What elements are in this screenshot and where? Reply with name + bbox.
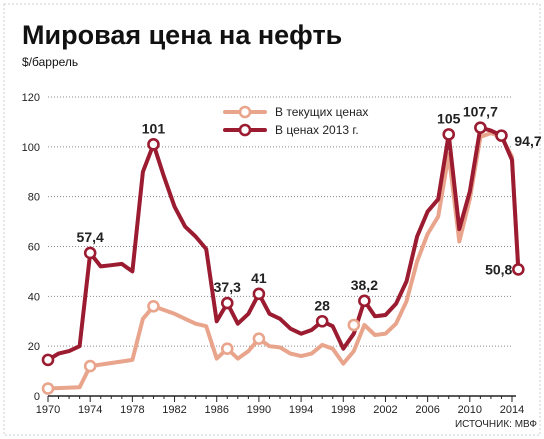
y-tick-label: 60	[28, 242, 40, 254]
marker-current-prices	[41, 382, 55, 395]
y-tick-label: 20	[28, 341, 40, 353]
data-label: 38,2	[351, 277, 378, 293]
axis-layer: 0 20 40 60 80 100 120 1970 1974 1978 1982 1986 1990 1…	[22, 92, 525, 416]
marker-2013-prices	[442, 128, 456, 141]
x-tick-label: 2002	[373, 404, 397, 416]
marker-2013-prices	[41, 353, 55, 367]
chart-title: Мировая цена на нефть	[22, 20, 342, 50]
marker-2013-prices	[83, 246, 97, 260]
x-tick-label: 2014	[500, 404, 524, 416]
x-tick-label: 1986	[204, 404, 228, 416]
x-tick-label: 1970	[36, 404, 60, 416]
x-tick-label: 1990	[247, 404, 271, 416]
x-tick-label: 2010	[458, 404, 482, 416]
legend-swatch-marker	[238, 123, 252, 137]
source-note: ИСТОЧНИК: МВФ	[455, 419, 537, 430]
marker-2013-prices	[315, 314, 329, 328]
y-tick-label: 0	[34, 391, 40, 403]
x-tick-label: 1978	[120, 404, 144, 416]
marker-2013-prices	[147, 138, 160, 151]
x-tick-label: 1982	[162, 404, 186, 416]
annotation-layer: 57,4 101 37,3 41 28 38,2 105 107,7 94,7 50,8	[77, 104, 542, 314]
y-tick-label: 100	[22, 142, 40, 154]
chart-subtitle: $/баррель	[22, 55, 78, 69]
legend-swatch-marker	[238, 105, 252, 119]
legend-label: В текущих ценах	[275, 105, 368, 119]
y-tick-label: 80	[28, 192, 40, 204]
series-line-2013-prices	[46, 125, 521, 362]
marker-current-prices	[220, 342, 234, 355]
x-tick-label: 1974	[78, 404, 102, 416]
x-tick-label: 1998	[331, 404, 355, 416]
marker-current-prices	[83, 359, 97, 373]
marker-2013-prices	[495, 129, 508, 142]
data-label: 37,3	[214, 279, 241, 295]
data-label: 41	[251, 270, 267, 286]
marker-2013-prices	[512, 263, 525, 276]
legend: В текущих ценах В ценах 2013 г.	[223, 105, 368, 137]
y-tick-label: 120	[22, 92, 40, 104]
marker-current-prices	[147, 299, 160, 313]
x-tick-label: 1994	[289, 404, 313, 416]
y-tick-label: 40	[28, 291, 40, 303]
marker-2013-prices	[252, 287, 266, 301]
data-label: 57,4	[77, 229, 104, 245]
marker-2013-prices	[358, 294, 371, 308]
data-label: 28	[314, 297, 330, 313]
data-label: 94,7	[514, 133, 541, 149]
marker-2013-prices	[220, 296, 234, 310]
marker-current-prices	[347, 318, 361, 332]
data-label: 101	[142, 120, 166, 136]
data-label: 105	[437, 110, 461, 126]
legend-label: В ценах 2013 г.	[275, 123, 359, 137]
data-label: 107,7	[463, 104, 498, 120]
x-tick-label: 2006	[415, 404, 439, 416]
data-label: 50,8	[485, 261, 512, 277]
marker-current-prices	[252, 332, 266, 345]
marker-2013-prices	[474, 121, 487, 134]
marker-layer	[41, 121, 525, 395]
series-layer	[46, 125, 521, 391]
